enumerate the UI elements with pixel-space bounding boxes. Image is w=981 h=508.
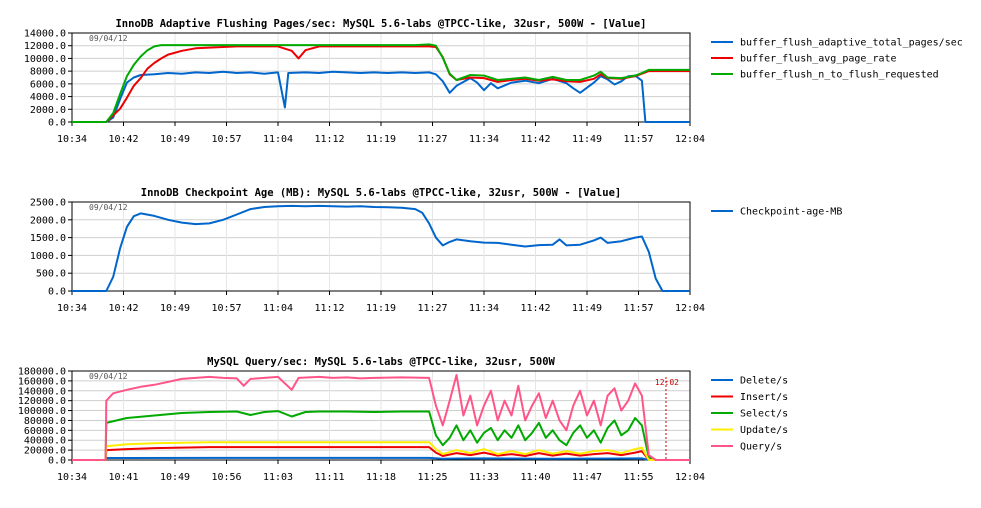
x-tick-label: 11:55 (623, 472, 653, 483)
legend-label: buffer_flush_adaptive_total_pages/sec (740, 38, 963, 49)
x-tick-label: 10:49 (160, 134, 190, 145)
series-line-query-s (72, 374, 690, 461)
y-tick-label: 1000.0 (30, 251, 66, 262)
x-tick-label: 10:56 (211, 472, 241, 483)
x-tick-label: 10:34 (57, 134, 87, 145)
series-line-select-s (72, 410, 690, 461)
date-stamp: 09/04/12 (89, 372, 128, 381)
y-tick-label: 10000.0 (24, 54, 66, 65)
series-line-buffer-flush-avg-page-rate (72, 45, 690, 123)
x-tick-label: 10:57 (211, 303, 241, 314)
x-tick-label: 11:40 (520, 472, 550, 483)
y-tick-label: 0.0 (48, 287, 66, 298)
x-tick-label: 12:04 (675, 303, 705, 314)
x-tick-label: 10:34 (57, 472, 87, 483)
y-tick-label: 40000.0 (24, 436, 66, 447)
y-tick-label: 160000.0 (18, 376, 66, 387)
series-line-checkpoint-age-mb (72, 204, 690, 292)
x-tick-label: 11:11 (314, 472, 344, 483)
x-tick-label: 11:34 (469, 303, 499, 314)
x-tick-label: 11:57 (623, 303, 653, 314)
x-tick-label: 10:49 (160, 303, 190, 314)
x-tick-label: 10:41 (108, 472, 138, 483)
x-tick-label: 11:33 (469, 472, 499, 483)
y-tick-label: 500.0 (36, 269, 66, 280)
x-tick-label: 11:25 (417, 472, 447, 483)
x-tick-label: 11:49 (572, 303, 602, 314)
x-tick-label: 11:49 (572, 134, 602, 145)
series-line-buffer-flush-n-to-flush-requested (72, 43, 690, 123)
x-tick-label: 11:19 (366, 134, 396, 145)
x-tick-label: 11:04 (263, 303, 293, 314)
x-tick-label: 12:04 (675, 134, 705, 145)
y-tick-label: 60000.0 (24, 426, 66, 437)
y-tick-label: 2000.0 (30, 215, 66, 226)
y-tick-label: 0.0 (48, 118, 66, 129)
y-tick-label: 2000.0 (30, 105, 66, 116)
legend-label: Select/s (740, 409, 788, 420)
legend-label: buffer_flush_avg_page_rate (740, 54, 897, 65)
y-tick-label: 20000.0 (24, 446, 66, 457)
legend-label: Query/s (740, 442, 782, 453)
plot-frame (71, 370, 691, 461)
x-tick-label: 10:57 (211, 134, 241, 145)
y-tick-label: 1500.0 (30, 233, 66, 244)
x-tick-label: 11:19 (366, 303, 396, 314)
plot-frame (71, 201, 691, 292)
x-tick-label: 11:27 (417, 134, 447, 145)
x-tick-label: 11:42 (520, 303, 550, 314)
x-tick-label: 10:49 (160, 472, 190, 483)
x-tick-label: 10:42 (108, 134, 138, 145)
chart-title: InnoDB Checkpoint Age (MB): MySQL 5.6-la… (141, 187, 621, 199)
chart-title: InnoDB Adaptive Flushing Pages/sec: MySQ… (115, 18, 646, 30)
y-tick-label: 6000.0 (30, 79, 66, 90)
y-tick-label: 100000.0 (18, 406, 66, 417)
x-tick-label: 11:12 (314, 134, 344, 145)
y-tick-label: 12000.0 (24, 41, 66, 52)
series-line-buffer-flush-adaptive-total-pages-sec (72, 70, 690, 123)
y-tick-label: 8000.0 (30, 67, 66, 78)
x-tick-label: 11:12 (314, 303, 344, 314)
legend-label: Delete/s (740, 376, 788, 387)
legend-label: Checkpoint-age-MB (740, 207, 842, 218)
x-tick-label: 11:47 (572, 472, 602, 483)
y-tick-label: 4000.0 (30, 92, 66, 103)
date-stamp: 09/04/12 (89, 203, 128, 212)
x-tick-label: 11:57 (623, 134, 653, 145)
series-line-insert-s (72, 446, 690, 461)
x-tick-label: 10:42 (108, 303, 138, 314)
legend-label: Update/s (740, 425, 788, 436)
y-tick-label: 14000.0 (24, 29, 66, 40)
y-tick-label: 180000.0 (18, 367, 66, 378)
y-tick-label: 120000.0 (18, 396, 66, 407)
date-stamp: 09/04/12 (89, 34, 128, 43)
chart-title: MySQL Query/sec: MySQL 5.6-labs @TPCC-li… (207, 356, 555, 368)
x-tick-label: 11:27 (417, 303, 447, 314)
series-line-update-s (72, 441, 690, 461)
x-tick-label: 11:34 (469, 134, 499, 145)
x-tick-label: 11:03 (263, 472, 293, 483)
y-tick-label: 140000.0 (18, 386, 66, 397)
marker-label: 12:02 (655, 378, 679, 387)
x-tick-label: 11:04 (263, 134, 293, 145)
legend-label: Insert/s (740, 392, 788, 403)
legend-label: buffer_flush_n_to_flush_requested (740, 70, 939, 81)
plot-frame (71, 32, 691, 123)
y-tick-label: 2500.0 (30, 198, 66, 209)
x-tick-label: 11:18 (366, 472, 396, 483)
y-tick-label: 0.0 (48, 456, 66, 467)
x-tick-label: 10:34 (57, 303, 87, 314)
x-tick-label: 12:04 (675, 472, 705, 483)
y-tick-label: 80000.0 (24, 416, 66, 427)
x-tick-label: 11:42 (520, 134, 550, 145)
